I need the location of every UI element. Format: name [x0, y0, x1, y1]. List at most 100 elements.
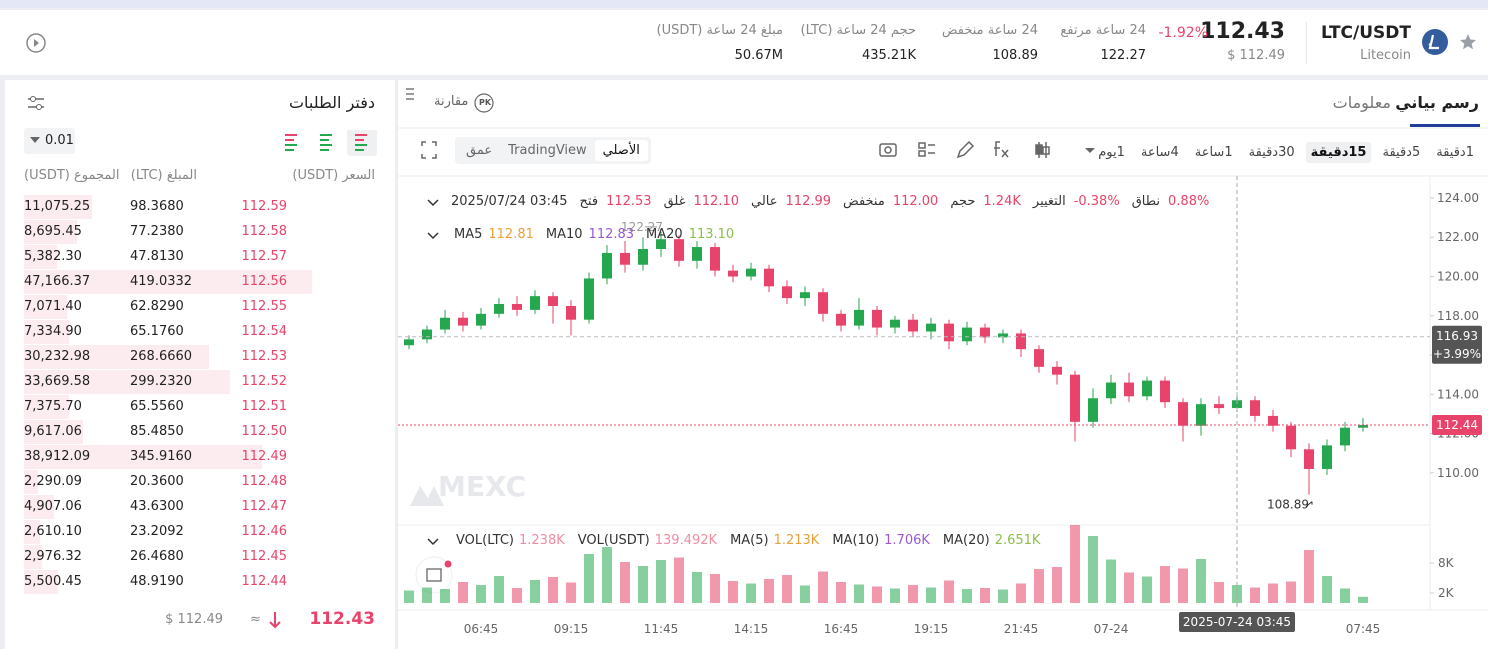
volume-bar [638, 566, 648, 603]
compare[interactable]: مقارنة [434, 94, 469, 109]
price: 112.56 [241, 274, 288, 289]
y-tick-label: 124.00 [1437, 191, 1479, 205]
crosshair-price: 116.93 [1436, 329, 1478, 343]
volume-legend-value: 1.706K [884, 533, 930, 548]
candle-body [854, 309, 864, 326]
volume-bar [872, 586, 882, 603]
crosshair-box [1432, 325, 1482, 364]
settings-icon[interactable] [26, 93, 46, 113]
candle-body [728, 270, 738, 277]
price: 112.48 [241, 474, 288, 489]
info-label: التغيير [1032, 194, 1066, 209]
tab-info[interactable]: معلومات [1332, 93, 1391, 112]
price: 112.49 [241, 449, 288, 464]
volume-bar [728, 581, 738, 603]
expand-icon[interactable] [421, 141, 437, 159]
caret [30, 137, 40, 143]
candle-body [1160, 380, 1170, 403]
precision-select[interactable]: 0.01 [24, 128, 75, 154]
total: 9,617.06 [24, 424, 82, 439]
play-icon[interactable] [24, 31, 48, 55]
x-tick-label: 06:45 [464, 622, 499, 636]
candle-body [1232, 400, 1242, 409]
amount: 47.8130 [130, 249, 184, 264]
ma-row: MA5 112.81 MA10 112.83 MA20 113.10 [448, 227, 734, 242]
candle-body [800, 292, 810, 299]
price: 112.47 [241, 499, 288, 514]
interval[interactable]: 1يوم [1098, 145, 1125, 160]
depth-bar [24, 370, 230, 394]
candle-body [638, 249, 648, 265]
volume-bar [980, 588, 990, 603]
down-arrow [269, 612, 281, 629]
candle-body [656, 239, 666, 250]
total: 2,290.09 [24, 474, 82, 489]
candle-body [566, 305, 576, 320]
star-icon[interactable] [1458, 32, 1478, 52]
interval[interactable]: 30دقيقة [1248, 145, 1295, 160]
amount: 85.4850 [130, 424, 184, 439]
view-option[interactable]: TradingView [508, 143, 587, 158]
interval[interactable]: 15دقيقة [1305, 142, 1372, 163]
candle-body [1088, 398, 1098, 422]
interval[interactable]: 4ساعة [1140, 145, 1179, 160]
total: 5,500.45 [24, 574, 82, 589]
depth-bar [24, 395, 70, 419]
ma-value: 112.81 [488, 227, 534, 242]
total: 47,166.37 [24, 274, 91, 289]
volume-bar [1304, 550, 1314, 603]
col-price: السعر (USDT) [292, 168, 375, 183]
pair: LTC/USDT [1320, 23, 1411, 43]
y-tick-label: 110.00 [1437, 466, 1479, 480]
total: 2,610.10 [24, 524, 82, 539]
volume-bar [1178, 568, 1188, 603]
stat-label: مبلغ 24 ساعة (USDT) [656, 23, 783, 38]
y-tick-label: 122.00 [1437, 230, 1479, 244]
candle-body [530, 296, 540, 310]
info-value: 112.53 [606, 194, 652, 209]
candle-body [872, 309, 882, 328]
toolbar-icons[interactable] [879, 140, 1095, 159]
volume-bar [1340, 588, 1350, 603]
stat-value: 435.21K [861, 48, 916, 63]
interval[interactable]: 1دقيقة [1436, 145, 1474, 160]
ma-name: MA20 [646, 227, 683, 242]
volume-bar [746, 583, 756, 603]
low-marker [1305, 501, 1313, 508]
interval[interactable]: 5دقيقة [1382, 145, 1421, 160]
view-icons[interactable] [281, 130, 381, 156]
total: 11,075.25 [24, 199, 91, 214]
order-book-title: دفتر الطلبات [288, 93, 375, 112]
volume-bar [908, 585, 918, 603]
candle-body [710, 247, 720, 271]
volume-legend-name: VOL(LTC) [456, 533, 514, 548]
volume-legend-value: 2.651K [994, 533, 1041, 548]
depth-bar [24, 320, 69, 344]
volume-bar [566, 582, 576, 603]
x-tick-label: 16:45 [824, 622, 859, 636]
info-label: عالي [751, 194, 778, 209]
view-option[interactable]: الأصلي [594, 140, 648, 161]
alert-icon[interactable] [415, 556, 453, 594]
info-value: 112.00 [892, 194, 939, 209]
compare-icon: PK [479, 98, 492, 107]
stat-label: حجم 24 ساعة (LTC) [800, 23, 916, 38]
tab-chart[interactable]: رسم بياني [1395, 93, 1479, 112]
volume-bar [1124, 572, 1134, 603]
view-option[interactable]: عمق [466, 143, 493, 158]
volume-legend: VOL(LTC) 1.238K VOL(USDT) 139.492K MA(5) 1.21… [448, 533, 1040, 548]
interval[interactable]: 1ساعة [1194, 145, 1233, 160]
depth-bar [24, 495, 54, 519]
price: 112.54 [241, 324, 288, 339]
volume-bar [1214, 582, 1224, 603]
volume-bar [818, 571, 828, 603]
x-tick-label: 09:15 [554, 622, 589, 636]
col-total: المجموع (USDT) [24, 168, 120, 183]
grip-icon [406, 88, 414, 100]
price: 112.51 [241, 399, 288, 414]
info-label: حجم [950, 194, 976, 209]
price: 112.50 [241, 424, 288, 439]
total: 4,907.06 [24, 499, 82, 514]
total: 2,976.32 [24, 549, 82, 564]
total: 5,382.30 [24, 249, 82, 264]
